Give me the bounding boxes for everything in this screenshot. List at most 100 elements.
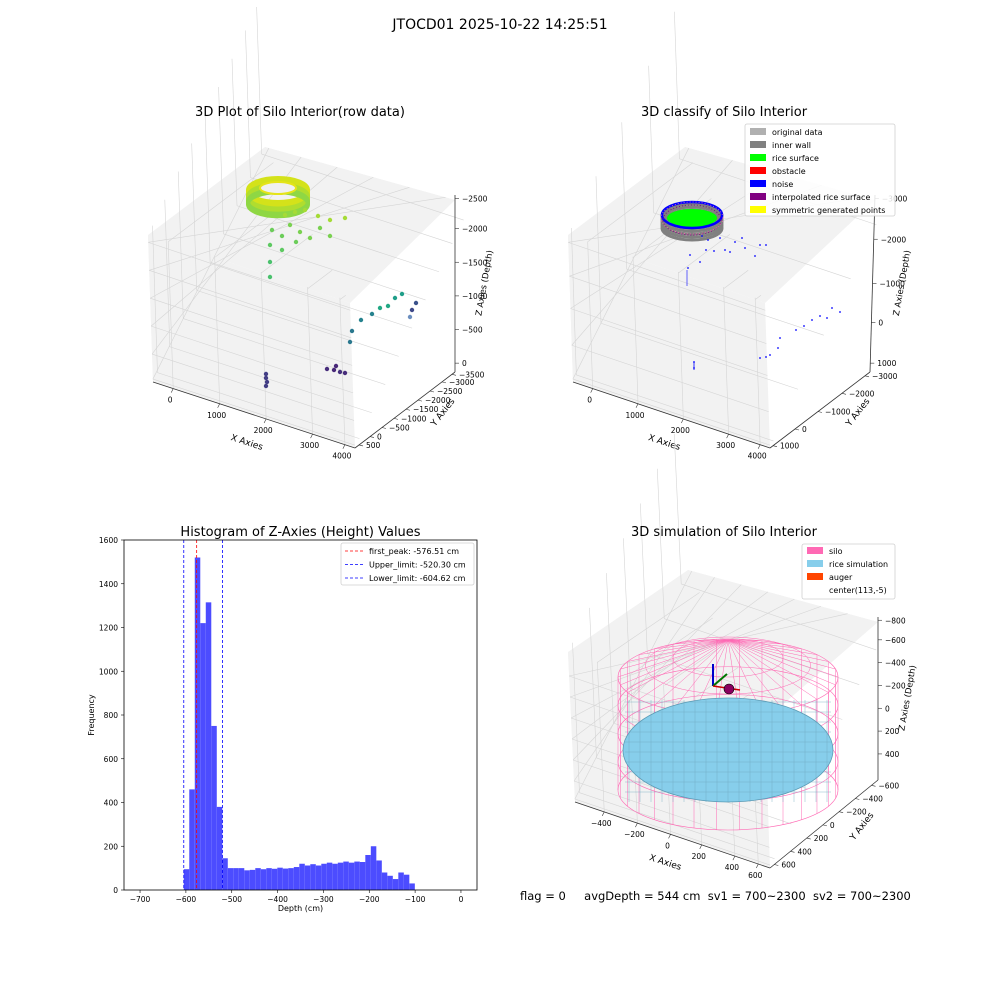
simulation-chart: −400−20002004006006004002000−200−400−600… — [568, 433, 919, 880]
legend-label: auger — [829, 573, 853, 582]
histogram-bar — [194, 557, 201, 890]
grid-line — [640, 503, 648, 654]
x-tick-label: 4000 — [332, 452, 351, 461]
x-axis-label: Depth (cm) — [278, 904, 323, 913]
grid-line — [589, 607, 597, 758]
data-point — [342, 215, 348, 221]
y-tick-label: 0 — [377, 433, 382, 442]
noise-ring — [660, 200, 724, 230]
grid-line — [307, 287, 313, 435]
histogram-bar — [277, 867, 283, 890]
data-point — [267, 274, 273, 280]
noise-point — [819, 315, 821, 317]
grid-line — [260, 234, 313, 274]
grid-line — [587, 162, 694, 243]
y-tick-label: 0 — [830, 821, 835, 830]
grid-line — [150, 176, 374, 299]
y-tick-label: −200 — [846, 808, 867, 817]
y-tick — [381, 427, 387, 429]
data-point — [369, 311, 375, 317]
y-tick-label: −1000 — [401, 414, 427, 423]
x-tick-label: −200 — [624, 830, 645, 839]
y-tick — [855, 798, 860, 800]
histogram-bar — [392, 879, 399, 890]
grid-line — [149, 269, 352, 339]
grid-line — [148, 197, 446, 243]
histogram-bar — [189, 789, 195, 890]
histogram-bar — [200, 623, 206, 890]
y-tick — [841, 392, 847, 395]
y-tick-label: −2500 — [437, 387, 463, 396]
y-axis-label: Frequency — [87, 694, 96, 736]
data-point — [337, 369, 343, 375]
legend-label: first_peak: -576.51 cm — [369, 547, 459, 556]
y-tick — [369, 436, 375, 438]
avg-depth-status: avgDepth = 544 cm — [584, 889, 701, 903]
data-point — [263, 371, 269, 377]
x-axis-label: X Axies — [648, 853, 683, 873]
z-tick-label: −200 — [885, 681, 906, 690]
x-tick — [726, 434, 729, 439]
grid-line — [600, 322, 799, 390]
noise-point — [777, 347, 779, 349]
grid-line — [148, 242, 351, 311]
legend-swatch — [807, 573, 823, 580]
axes-pane — [148, 147, 455, 303]
classify-chart: 0100020003000400010000−1000−2000−3000100… — [568, 11, 913, 461]
y-tick — [772, 445, 778, 448]
noise-point — [724, 249, 726, 251]
histogram-bar — [249, 869, 256, 890]
y-tick — [429, 390, 435, 393]
grid-line — [245, 30, 251, 178]
grid-line — [678, 271, 684, 419]
z-tick-label: −1000 — [880, 280, 906, 289]
y-tick-label: 0 — [802, 425, 807, 434]
y-tick — [441, 381, 447, 384]
point-ring — [259, 181, 297, 195]
y-tick — [774, 864, 779, 866]
x-tick — [732, 855, 736, 861]
x-tick-label: 3000 — [716, 441, 735, 450]
y-tick-label: −2000 — [849, 389, 875, 398]
z-tick-label: 200 — [885, 727, 900, 736]
data-point — [333, 363, 339, 369]
silo-roof-wire — [727, 639, 829, 662]
y-axis-line — [769, 779, 879, 869]
noise-point — [689, 254, 691, 256]
plot-frame — [123, 539, 478, 891]
grid-line — [570, 598, 795, 719]
y-tick — [393, 418, 399, 420]
grid-line — [723, 270, 749, 289]
x-tick — [310, 434, 313, 439]
legend-label: Lower_limit: -604.62 cm — [369, 574, 466, 583]
grid-line — [149, 186, 410, 271]
data-point — [407, 314, 413, 320]
data-point — [347, 339, 353, 345]
y-tick-label: 600 — [104, 755, 119, 764]
z-tick-label: −2500 — [462, 195, 488, 204]
data-point — [287, 222, 293, 228]
grid-line — [164, 199, 171, 347]
data-point — [327, 217, 333, 223]
grid-line — [183, 318, 386, 385]
silo-roof-wire — [727, 639, 836, 670]
noise-point — [803, 325, 805, 327]
silo-roof-wire — [620, 639, 729, 670]
data-point — [358, 317, 364, 323]
x-tick-label: 1000 — [207, 411, 226, 420]
grid-line — [574, 798, 770, 866]
histogram-bar — [343, 861, 349, 890]
x-tick — [756, 863, 759, 869]
grid-line — [723, 287, 729, 435]
histogram-bar — [244, 870, 250, 890]
x-tick — [217, 403, 220, 408]
z-tick-label: −600 — [885, 636, 906, 645]
x-tick-label: −600 — [176, 895, 197, 904]
x-tick — [601, 811, 605, 817]
y-tick — [358, 444, 364, 447]
legend-swatch — [807, 586, 823, 593]
legend-label: original data — [772, 128, 823, 137]
x-tick-label: 200 — [692, 852, 707, 861]
x-tick-label: 0 — [459, 895, 464, 904]
noise-point — [779, 337, 781, 339]
